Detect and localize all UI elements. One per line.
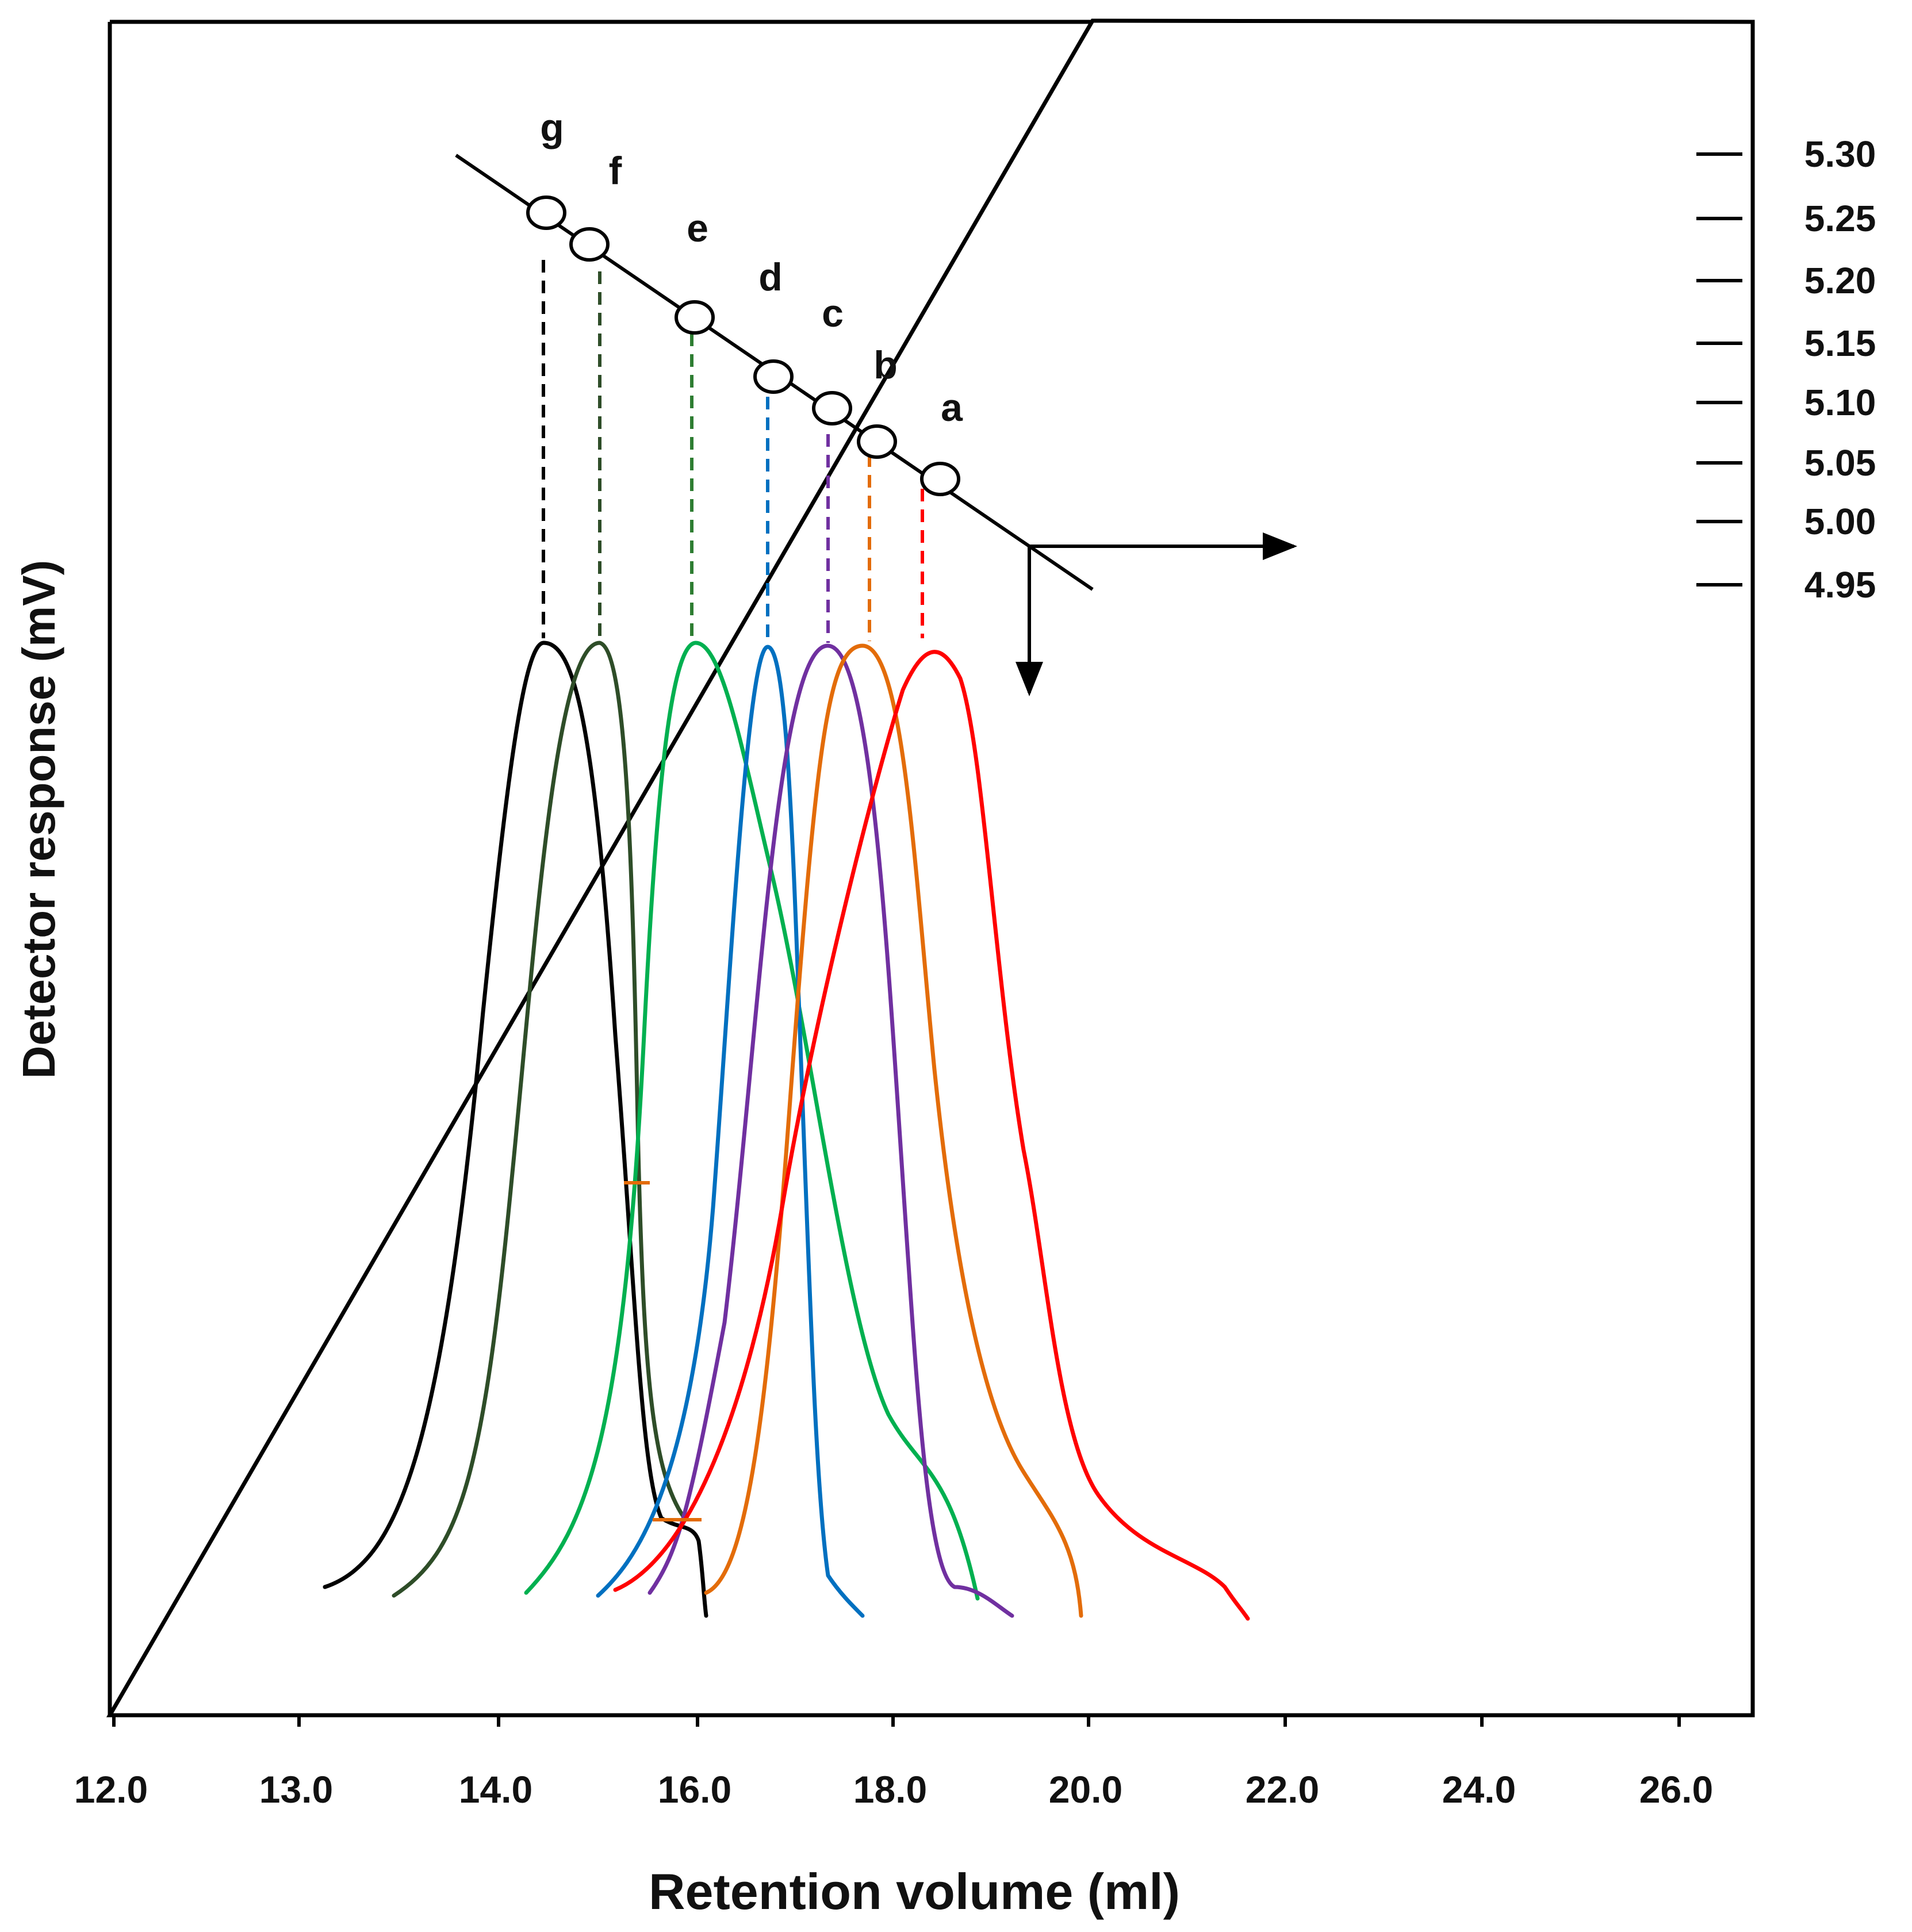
calibration-marker-g [526, 195, 566, 230]
right-tick-label: 5.00 [1804, 501, 1876, 542]
right-tick-label: 5.25 [1804, 198, 1876, 239]
peak-drop-lines [542, 260, 924, 643]
x-tick-label: 18.0 [853, 1768, 927, 1811]
plot-frame [106, 18, 1755, 1718]
right-tick-label: 5.05 [1804, 442, 1876, 484]
right-tick-label: 5.30 [1804, 133, 1876, 175]
peak-curve-b [704, 643, 1083, 1618]
calibration-label-g: g [540, 106, 564, 150]
calibration-label-a: a [941, 386, 963, 430]
x-tick-label: 24.0 [1442, 1768, 1516, 1811]
x-tick-label: 22.0 [1246, 1768, 1319, 1811]
calibration-label-f: f [609, 149, 622, 193]
x-axis-ticks: 12.0 13.0 14.0 16.0 18.0 20.0 22.0 24.0 26.0 [74, 1715, 1713, 1811]
calibration-label-c: c [822, 292, 844, 335]
peak-curve-e [524, 641, 980, 1601]
x-tick-label: 16.0 [658, 1768, 731, 1811]
right-tick-label: 4.95 [1804, 564, 1876, 605]
x-tick-label: 14.0 [459, 1768, 532, 1811]
peak-curve-d [596, 645, 865, 1618]
calibration-label-e: e [687, 206, 708, 250]
right-tick-label: 5.20 [1804, 260, 1876, 301]
calibration-marker-f [569, 227, 610, 262]
peak-curve-f [392, 641, 687, 1598]
right-tick-label: 5.15 [1804, 323, 1876, 364]
calibration-marker-c [812, 391, 852, 425]
calibration-label-d: d [758, 255, 783, 299]
peak-curves [323, 641, 1250, 1621]
calibration-marker-a [920, 462, 960, 496]
x-tick-label: 12.0 [74, 1768, 148, 1811]
x-tick-label: 20.0 [1049, 1768, 1122, 1811]
x-tick-label: 26.0 [1639, 1768, 1713, 1811]
calibration-markers [526, 195, 960, 496]
x-axis-title: Retention volume (ml) [649, 1863, 1180, 1920]
peak-curve-a [613, 650, 1250, 1621]
right-tick-label: 5.10 [1804, 382, 1876, 423]
y-axis-title: Detector response (mV) [13, 560, 64, 1079]
right-axis-ticks: 5.30 5.25 5.20 5.15 5.10 5.05 5.00 4.95 [1696, 133, 1876, 605]
calibration-marker-d [753, 359, 794, 394]
peak-curve-c [647, 643, 1014, 1618]
calibration-marker-e [675, 300, 715, 335]
calibration-label-b: b [873, 343, 898, 387]
x-tick-label: 13.0 [259, 1768, 333, 1811]
calibration-marker-b [857, 424, 897, 459]
